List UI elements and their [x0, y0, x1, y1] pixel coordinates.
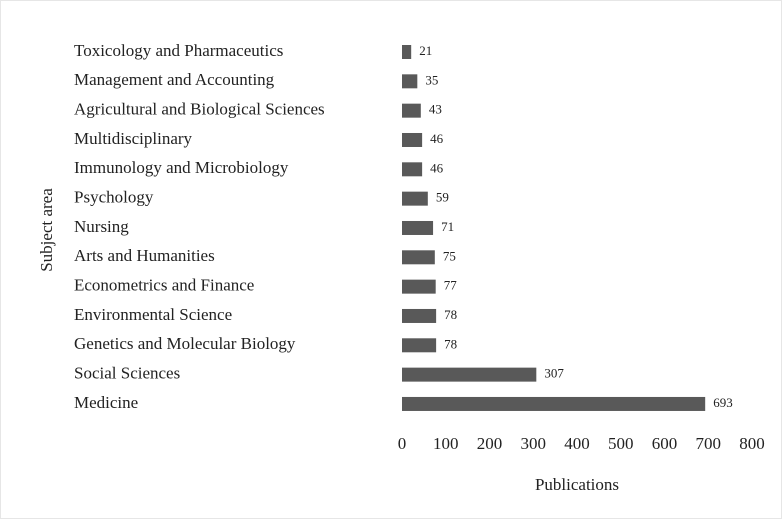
value-label: 43 [429, 102, 442, 117]
y-axis-label: Subject area [37, 188, 56, 272]
bar [402, 338, 437, 353]
x-tick-label: 800 [739, 434, 765, 453]
bar [402, 45, 412, 59]
value-label: 46 [430, 160, 444, 175]
y-tick-label: Agricultural and Biological Sciences [74, 100, 325, 119]
y-tick-label: Multidisciplinary [74, 129, 193, 148]
y-tick-label: Arts and Humanities [74, 246, 215, 265]
value-label: 77 [444, 278, 458, 293]
y-tick-label: Toxicology and Pharmaceutics [74, 41, 283, 60]
x-tick-label: 0 [398, 434, 407, 453]
value-label: 78 [444, 307, 457, 322]
value-label: 307 [544, 366, 564, 381]
y-tick-label: Medicine [74, 393, 138, 412]
bar [402, 279, 436, 294]
bar [402, 162, 423, 177]
y-tick-label: Econometrics and Finance [74, 276, 254, 295]
y-tick-label: Psychology [74, 188, 154, 207]
bar [402, 103, 421, 118]
value-label: 693 [713, 395, 733, 410]
y-tick-label: Social Sciences [74, 364, 180, 383]
x-axis-label: Publications [535, 475, 619, 494]
x-tick-label: 600 [652, 434, 678, 453]
bar [402, 367, 537, 382]
value-label: 46 [430, 131, 444, 146]
y-tick-label: Immunology and Microbiology [74, 158, 289, 177]
y-tick-label: Management and Accounting [74, 70, 275, 89]
x-tick-label: 200 [477, 434, 503, 453]
y-tick-label: Genetics and Molecular Biology [74, 334, 296, 353]
bar [402, 308, 437, 323]
x-tick-label: 400 [564, 434, 590, 453]
x-tick-label: 100 [433, 434, 459, 453]
x-tick-label: 700 [696, 434, 722, 453]
bar [402, 396, 706, 411]
value-label: 78 [444, 336, 457, 351]
bar [402, 132, 423, 147]
bar [402, 74, 418, 89]
x-tick-label: 300 [521, 434, 547, 453]
value-label: 21 [419, 43, 432, 58]
value-label: 75 [443, 248, 456, 263]
y-tick-label: Environmental Science [74, 305, 232, 324]
value-label: 71 [441, 219, 454, 234]
x-tick-label: 500 [608, 434, 634, 453]
value-label: 35 [425, 72, 438, 87]
bar [402, 250, 435, 265]
bar [402, 220, 434, 235]
value-label: 59 [436, 190, 449, 205]
y-tick-label: Nursing [74, 217, 129, 236]
bar [402, 191, 428, 206]
